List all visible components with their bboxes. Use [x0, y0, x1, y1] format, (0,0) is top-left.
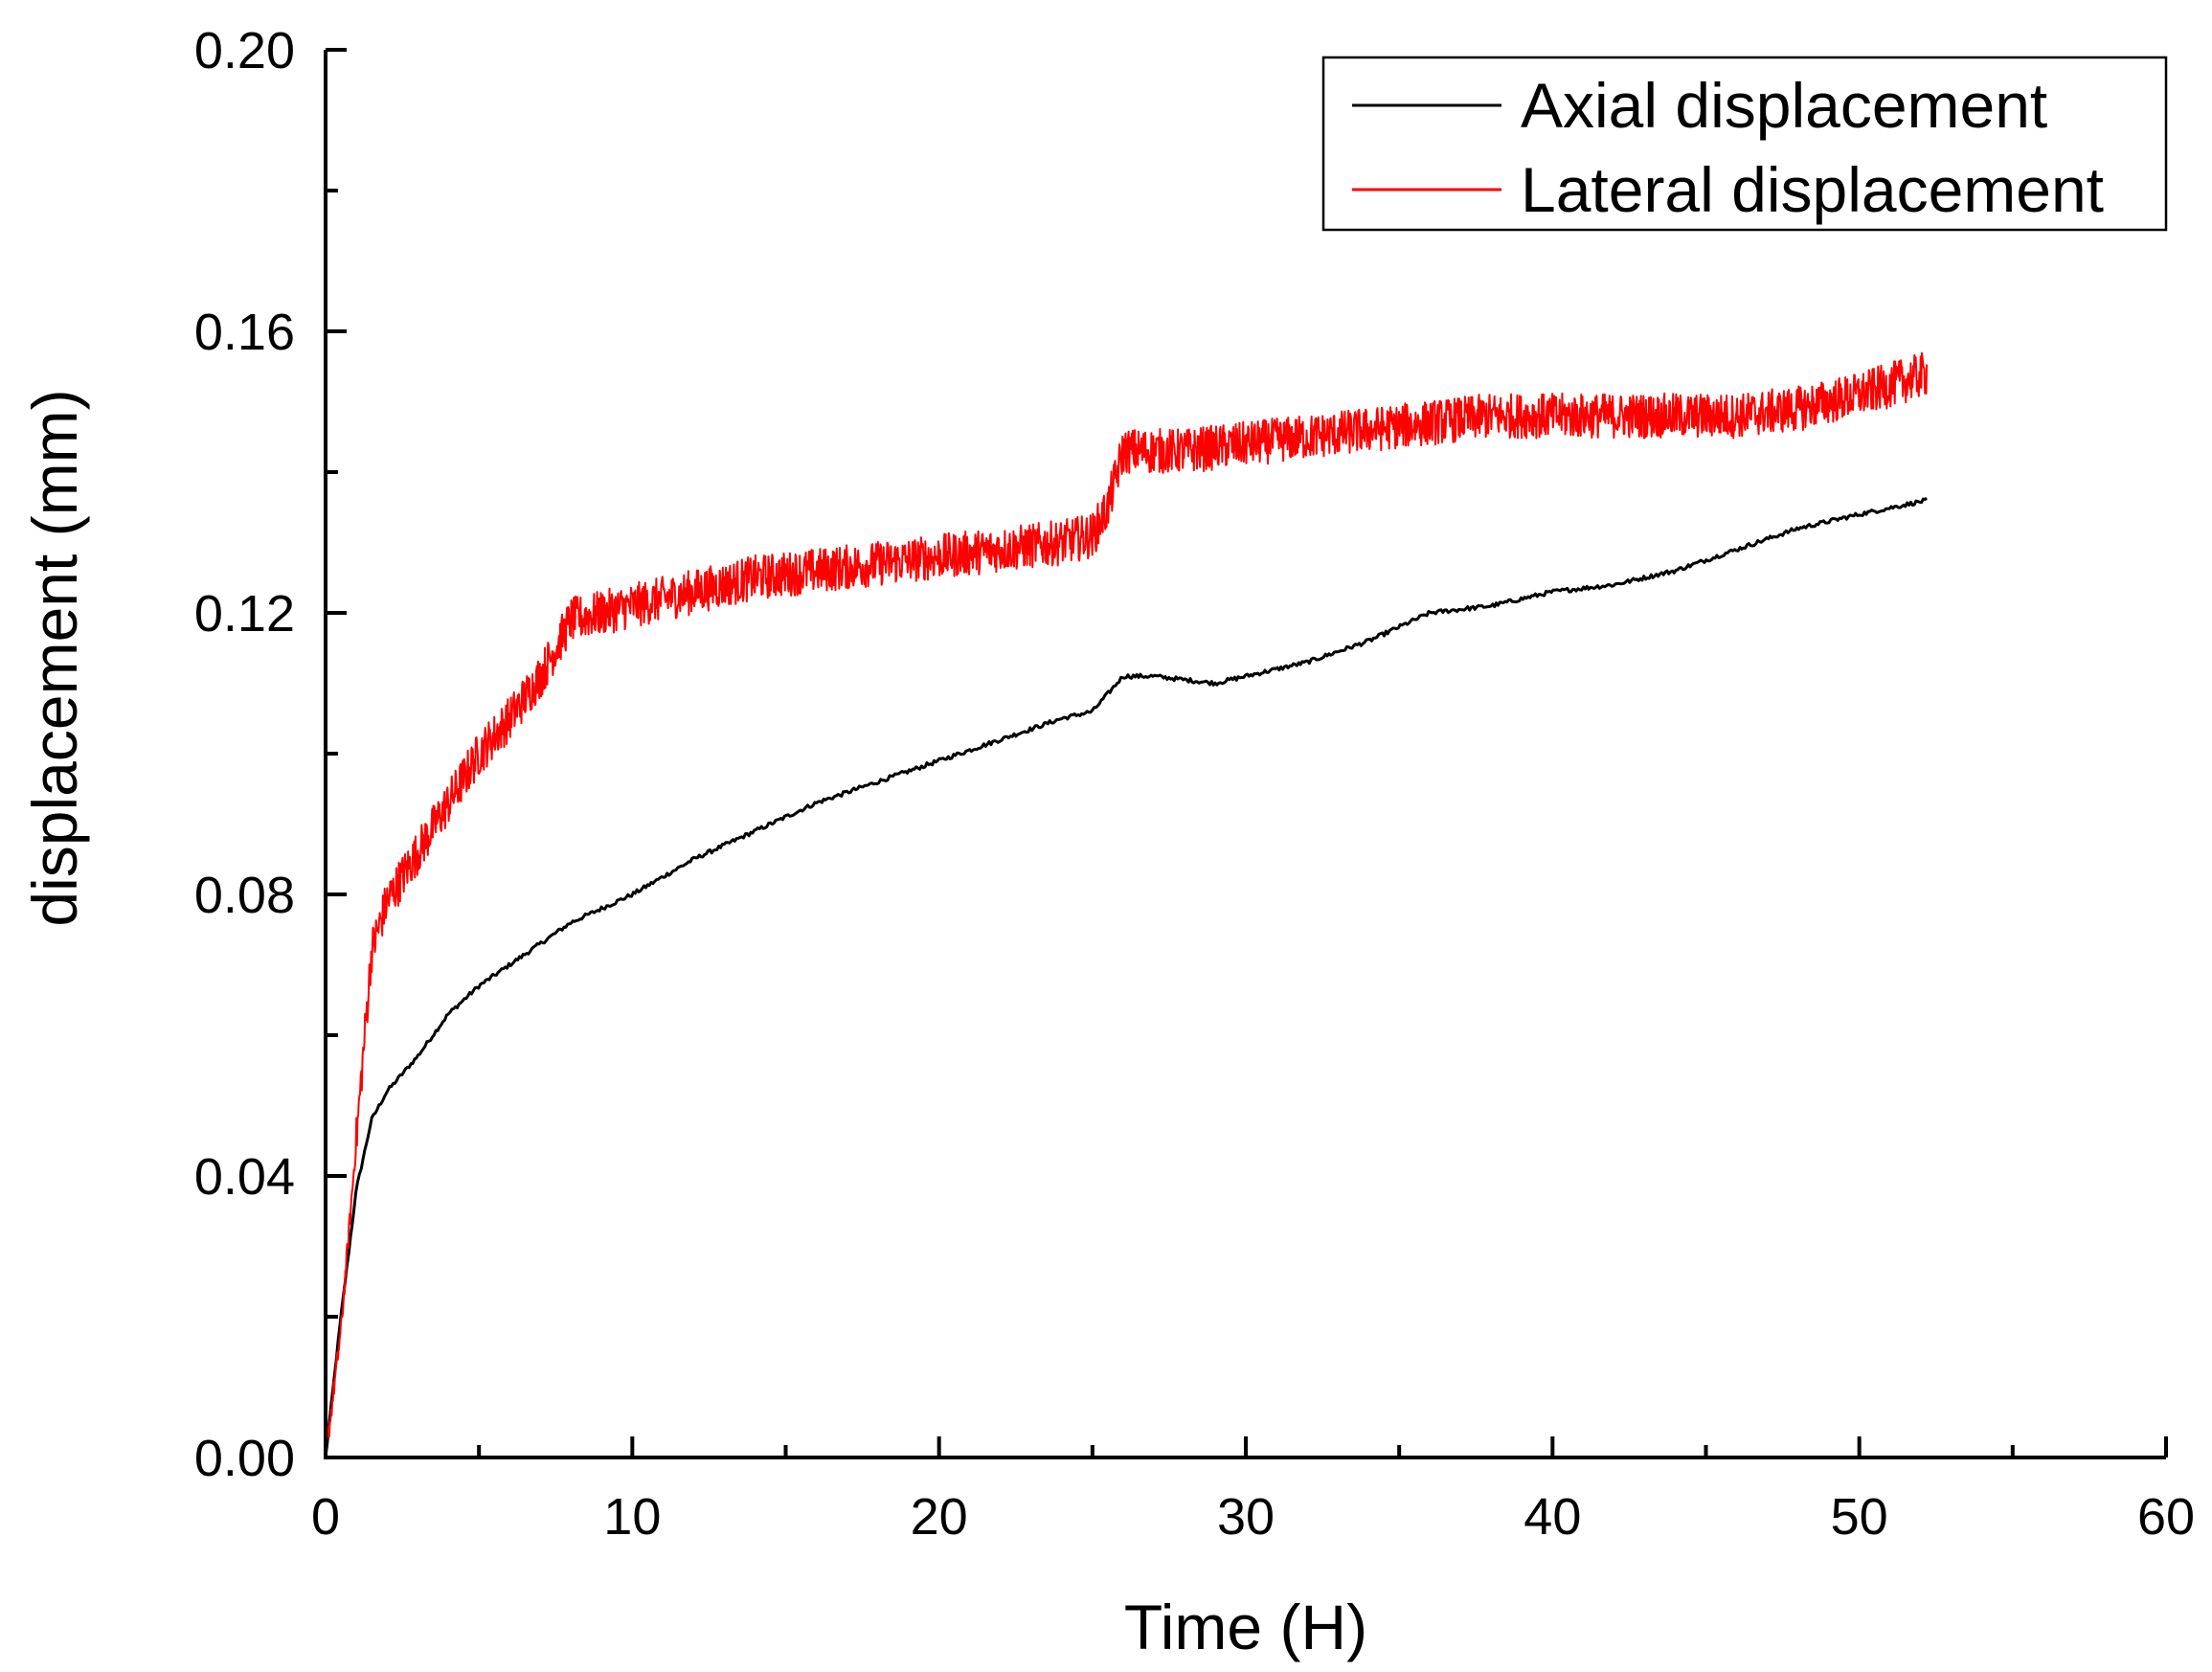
series-line: [325, 351, 1929, 1452]
y-tick-label: 0.08: [194, 867, 295, 924]
x-tick-label: 60: [2137, 1488, 2195, 1546]
y-tick-label: 0.16: [194, 304, 295, 361]
legend: Axial displacement Lateral displacement: [1321, 56, 2168, 232]
y-axis-title: displacement (mm): [19, 389, 90, 926]
x-tick-label: 30: [1217, 1488, 1275, 1546]
x-tick-label: 0: [311, 1488, 340, 1546]
x-axis-ticks: 0 10 20 30 40 50 60: [311, 1436, 2195, 1546]
x-axis-title: Time (H): [1124, 1592, 1367, 1662]
y-axis-ticks: 0.00 0.04 0.08 0.12 0.16 0.20: [194, 22, 347, 1487]
legend-label-lateral: Lateral displacement: [1521, 154, 2104, 225]
series-layer: [324, 351, 1929, 1457]
y-tick-label: 0.00: [194, 1430, 295, 1487]
y-tick-label: 0.04: [194, 1148, 295, 1206]
x-tick-label: 50: [1831, 1488, 1888, 1546]
x-tick-label: 20: [911, 1488, 968, 1546]
y-tick-label: 0.12: [194, 585, 295, 643]
x-tick-label: 10: [603, 1488, 661, 1546]
series-line: [324, 497, 1928, 1457]
legend-label-axial: Axial displacement: [1521, 70, 2047, 141]
y-tick-label: 0.20: [194, 22, 295, 79]
legend-box: [1321, 56, 2168, 232]
x-tick-label: 40: [1524, 1488, 1581, 1546]
series-axial: [324, 497, 1928, 1457]
series-lateral: [325, 351, 1929, 1452]
